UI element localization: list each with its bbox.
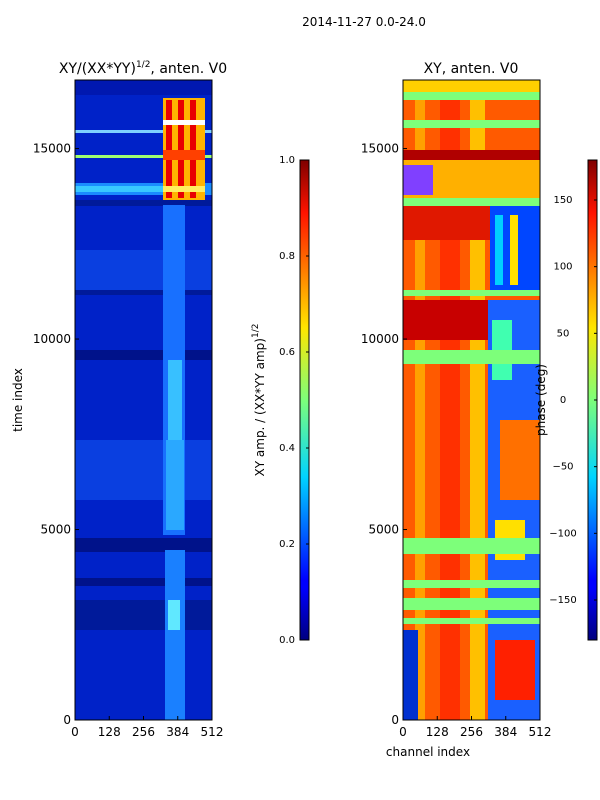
left-x-tick-label: 384: [166, 725, 189, 739]
left-colorbar-tick-label: 0.8: [279, 251, 295, 262]
left-x-tick-label: 512: [201, 725, 224, 739]
left-colorbar-tick-label: 0.2: [279, 539, 295, 550]
right-colorbar: −150 −100 −50 0 50 100 150 phase (deg): [534, 159, 598, 641]
left-x-tick-label: 0: [71, 725, 79, 739]
left-heatmap: [75, 80, 212, 720]
right-x-tick-label: 384: [494, 725, 517, 739]
right-x-tick-label: 0: [399, 725, 407, 739]
left-y-axis-label: time index: [11, 368, 25, 432]
left-colorbar: 0.0 0.2 0.4 0.6 0.8 1.0 XY amp. / (XX*YY amp)…: [251, 155, 310, 646]
left-x-axis: 0 128 256 384 512: [71, 716, 223, 739]
right-y-axis: 0 5000 10000 15000: [361, 142, 407, 727]
right-x-axis: 0 128 256 384 512: [399, 716, 551, 739]
right-x-tick-label: 128: [426, 725, 449, 739]
left-y-tick-label: 10000: [33, 332, 71, 346]
right-colorbar-tick-label: 150: [553, 195, 572, 206]
right-x-tick-label: 256: [460, 725, 483, 739]
left-colorbar-tick-label: 1.0: [279, 155, 295, 166]
left-y-axis: 0 5000 10000 15000: [33, 142, 79, 727]
left-x-tick-label: 128: [98, 725, 121, 739]
right-colorbar-tick-label: −50: [552, 462, 573, 473]
right-colorbar-tick-label: −150: [549, 595, 576, 606]
right-colorbar-tick-label: 0: [560, 395, 566, 406]
right-panel-title: XY, anten. V0: [424, 61, 519, 77]
right-y-tick-label: 10000: [361, 332, 399, 346]
left-panel: XY/(XX*YY)1/2, anten. V0: [11, 60, 227, 739]
right-x-tick-label: 512: [529, 725, 552, 739]
right-x-axis-label: channel index: [386, 745, 470, 759]
left-colorbar-tick-label: 0.0: [279, 635, 295, 646]
right-y-tick-label: 5000: [368, 523, 399, 537]
right-colorbar-tick-label: 100: [553, 262, 572, 273]
right-heatmap: [403, 80, 540, 720]
right-colorbar-tick-label: −100: [549, 528, 576, 539]
left-colorbar-tick-label: 0.4: [279, 443, 295, 454]
right-y-tick-label: 0: [391, 713, 399, 727]
right-colorbar-tick-label: 50: [557, 328, 570, 339]
right-colorbar-label: phase (deg): [534, 364, 548, 436]
right-panel: XY, anten. V0: [361, 61, 552, 759]
left-colorbar-tick-label: 0.6: [279, 347, 295, 358]
left-y-tick-label: 5000: [40, 523, 71, 537]
left-colorbar-label: XY amp. / (XX*YY amp)1/2: [251, 324, 267, 477]
left-y-tick-label: 15000: [33, 142, 71, 156]
figure-suptitle: 2014-11-27 0.0-24.0: [302, 15, 426, 29]
left-panel-title: XY/(XX*YY)1/2, anten. V0: [59, 60, 227, 77]
right-y-tick-label: 15000: [361, 142, 399, 156]
left-x-tick-label: 256: [132, 725, 155, 739]
left-y-tick-label: 0: [63, 713, 71, 727]
